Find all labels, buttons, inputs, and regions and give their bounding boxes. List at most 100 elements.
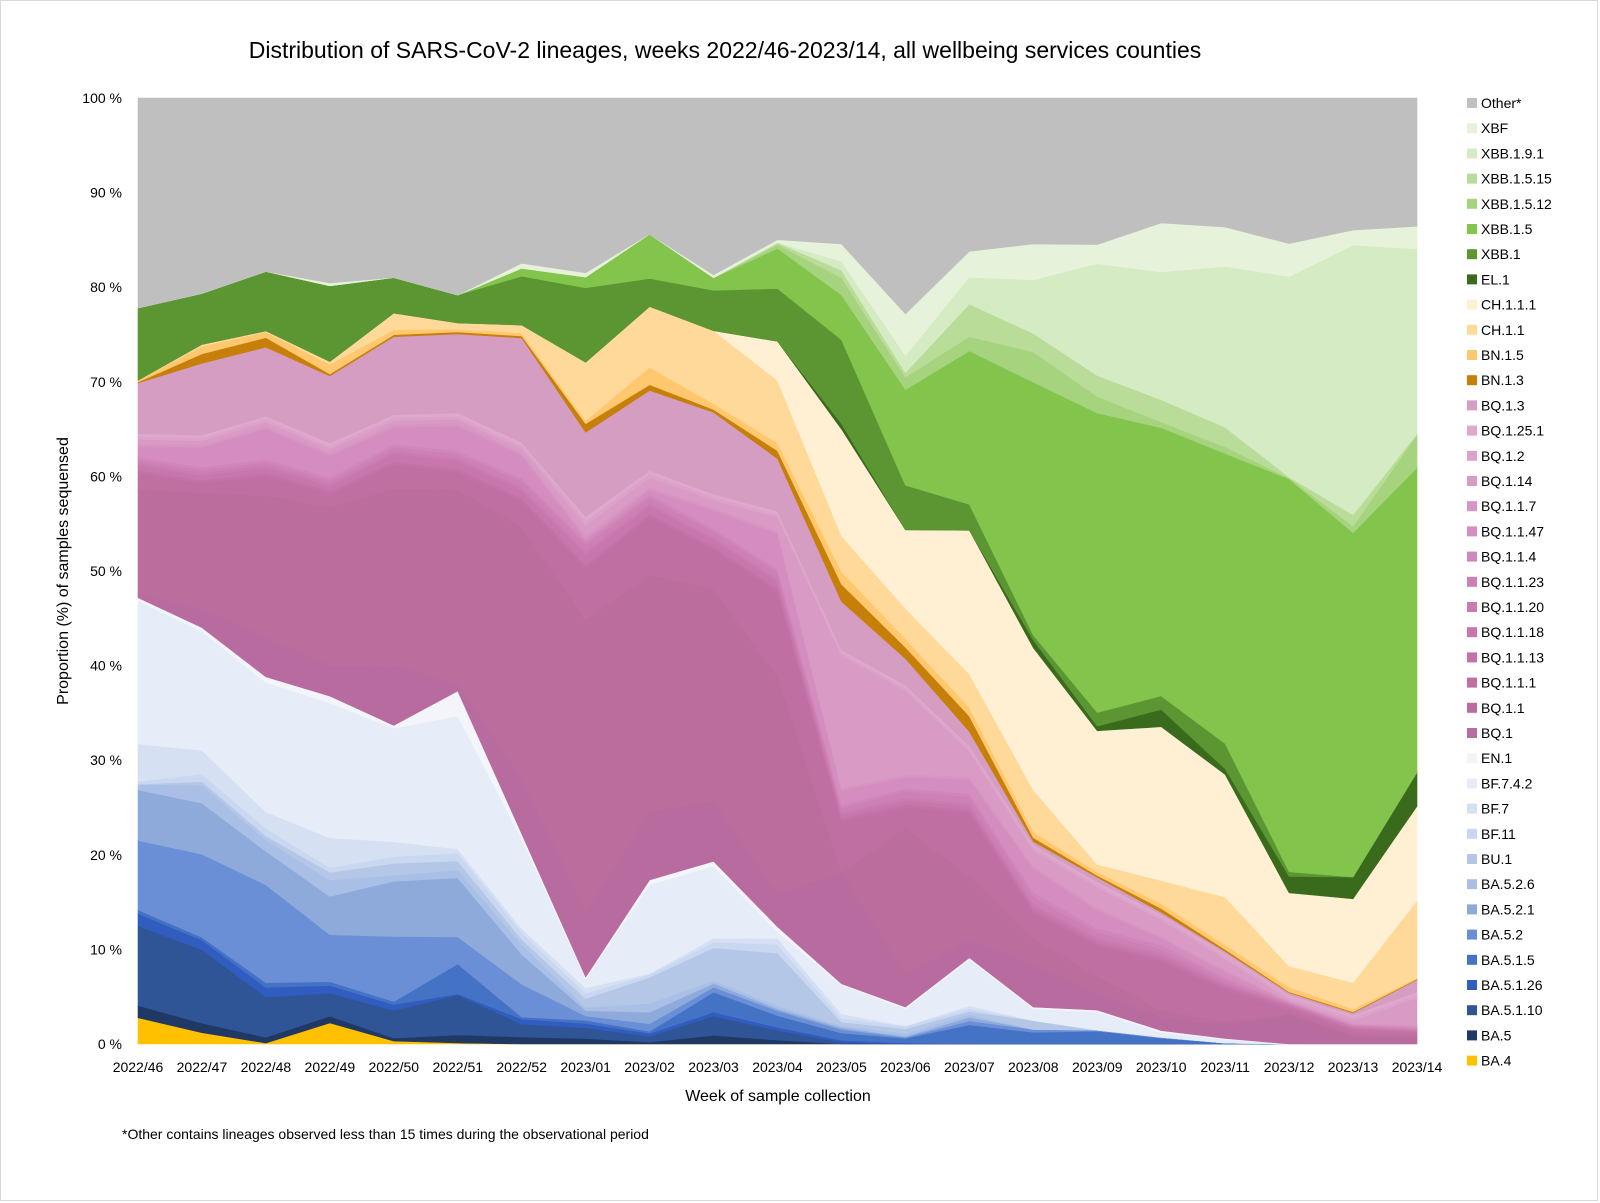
x-tick-label: 2023/05 <box>816 1059 867 1075</box>
legend-swatch-ba-5-2 <box>1467 929 1477 940</box>
legend-label-bq-1-1-20: BQ.1.1.20 <box>1481 599 1544 615</box>
x-tick-label: 2023/08 <box>1008 1059 1059 1075</box>
legend-label-ba-5: BA.5 <box>1481 1027 1512 1043</box>
legend-label-el-1: EL.1 <box>1481 271 1510 287</box>
x-tick-label: 2023/03 <box>688 1059 739 1075</box>
legend-swatch-xbb-1-9-1 <box>1467 148 1477 159</box>
legend-swatch-bq-1-3 <box>1467 400 1477 411</box>
legend-swatch-bq-1-1-4 <box>1467 551 1477 562</box>
x-tick-label: 2023/02 <box>624 1059 675 1075</box>
legend-label-ch-1-1: CH.1.1 <box>1481 322 1525 338</box>
legend-label-ba-5-2: BA.5.2 <box>1481 927 1523 943</box>
y-tick-label: 0 % <box>98 1036 122 1052</box>
legend-swatch-bq-1-25-1 <box>1467 425 1477 436</box>
legend-label-bf-7: BF.7 <box>1481 801 1509 817</box>
x-tick-label: 2023/04 <box>752 1059 803 1075</box>
legend-label-bf-11: BF.11 <box>1481 826 1516 842</box>
x-tick-label: 2022/50 <box>368 1059 419 1075</box>
legend: Other* XBF XBB.1.9.1 XBB.1.5.15 XBB.1.5.12 XB… <box>1467 95 1552 1069</box>
legend-swatch-xbb-1-5-12 <box>1467 198 1477 209</box>
y-tick-label: 60 % <box>90 468 122 484</box>
y-axis-title: Proportion (%) of samples sequensed <box>55 437 72 705</box>
legend-label-en-1: EN.1 <box>1481 750 1512 766</box>
legend-label-bq-1-25-1: BQ.1.25.1 <box>1481 423 1544 439</box>
legend-swatch-ba-5-1-26 <box>1467 980 1477 990</box>
y-tick-label: 30 % <box>90 752 122 768</box>
legend-swatch-xbb-1-5-15 <box>1467 173 1477 184</box>
legend-swatch-xbb-1-5 <box>1467 224 1477 234</box>
legend-label-bq-1-1-47: BQ.1.1.47 <box>1481 523 1544 539</box>
legend-label-ba-5-2-1: BA.5.2.1 <box>1481 901 1535 917</box>
legend-swatch-ba-5-2-1 <box>1467 904 1477 915</box>
x-tick-label: 2023/07 <box>944 1059 995 1075</box>
legend-swatch-bq-1-1-23 <box>1467 576 1477 587</box>
x-tick-label: 2023/10 <box>1136 1059 1187 1075</box>
x-tick-label: 2023/06 <box>880 1059 931 1075</box>
legend-label-bn-1-5: BN.1.5 <box>1481 347 1524 363</box>
legend-swatch-en-1 <box>1467 753 1477 764</box>
legend-label-bq-1-1-13: BQ.1.1.13 <box>1481 649 1544 665</box>
legend-swatch-bq-1-1 <box>1467 702 1477 713</box>
y-tick-label: 70 % <box>90 374 122 390</box>
legend-label-bn-1-3: BN.1.3 <box>1481 372 1524 388</box>
x-tick-label: 2022/52 <box>496 1059 547 1075</box>
x-tick-label: 2023/09 <box>1072 1059 1123 1075</box>
x-tick-label: 2022/51 <box>432 1059 483 1075</box>
legend-label-bu-1: BU.1 <box>1481 851 1512 867</box>
legend-label-xbb-1-5-15: XBB.1.5.15 <box>1481 171 1552 187</box>
area-other <box>137 97 1418 315</box>
legend-swatch-bf-7-4-2 <box>1467 778 1477 789</box>
legend-swatch-ba-5 <box>1467 1030 1477 1041</box>
legend-label-bq-1-1-18: BQ.1.1.18 <box>1481 624 1544 640</box>
legend-swatch-bf-7 <box>1467 803 1477 814</box>
y-tick-label: 50 % <box>90 563 122 579</box>
legend-swatch-bq-1 <box>1467 728 1477 738</box>
legend-swatch-other <box>1467 98 1477 108</box>
legend-swatch-bq-1-1-13 <box>1467 652 1477 663</box>
x-tick-label: 2022/48 <box>241 1059 292 1075</box>
y-tick-label: 80 % <box>90 279 122 295</box>
legend-label-xbb-1-5-12: XBB.1.5.12 <box>1481 196 1552 212</box>
legend-label-xbb-1-9-1: XBB.1.9.1 <box>1481 145 1544 161</box>
y-axis-ticks: 0 % 10 % 20 % 30 % 40 % 50 % 60 % 70 % 80 % 90 % 1… <box>82 90 122 1052</box>
legend-swatch-bq-1-2 <box>1467 450 1477 461</box>
stacked-areas <box>137 97 1418 1045</box>
legend-label-bq-1-1-1: BQ.1.1.1 <box>1481 675 1536 691</box>
legend-label-xbb-1-5: XBB.1.5 <box>1481 221 1533 237</box>
legend-label-bq-1-1-4: BQ.1.1.4 <box>1481 549 1536 565</box>
x-tick-label: 2022/46 <box>113 1059 164 1075</box>
legend-label-bq-1-1-7: BQ.1.1.7 <box>1481 498 1536 514</box>
legend-label-xbf: XBF <box>1481 120 1508 136</box>
legend-label-ba-5-1-5: BA.5.1.5 <box>1481 952 1535 968</box>
legend-label-other: Other* <box>1481 95 1522 111</box>
legend-swatch-bu-1 <box>1467 854 1477 864</box>
legend-label-bq-1: BQ.1 <box>1481 725 1513 741</box>
legend-swatch-xbb-1 <box>1467 249 1477 260</box>
y-tick-label: 10 % <box>90 941 122 957</box>
legend-swatch-bq-1-1-7 <box>1467 501 1477 512</box>
x-tick-label: 2023/12 <box>1264 1059 1315 1075</box>
x-axis-title: Week of sample collection <box>685 1088 871 1105</box>
x-tick-label: 2023/01 <box>560 1059 611 1075</box>
y-tick-label: 20 % <box>90 847 122 863</box>
legend-swatch-bq-1-1-20 <box>1467 602 1477 612</box>
legend-swatch-bn-1-5 <box>1467 350 1477 360</box>
legend-label-ba-5-1-10: BA.5.1.10 <box>1481 1002 1543 1018</box>
x-tick-label: 2023/14 <box>1392 1059 1443 1075</box>
y-tick-label: 100 % <box>82 90 122 106</box>
legend-label-bf-7-4-2: BF.7.4.2 <box>1481 775 1533 791</box>
legend-label-bq-1-2: BQ.1.2 <box>1481 448 1525 464</box>
legend-swatch-el-1 <box>1467 274 1477 285</box>
legend-swatch-ch-1-1-1 <box>1467 299 1477 310</box>
legend-label-xbb-1: XBB.1 <box>1481 246 1521 262</box>
y-tick-label: 90 % <box>90 185 122 201</box>
x-axis-ticks: 2022/46 2022/47 2022/48 2022/49 2022/50 2022/… <box>113 1059 1443 1075</box>
legend-swatch-bq-1-14 <box>1467 476 1477 486</box>
x-tick-label: 2023/13 <box>1328 1059 1379 1075</box>
legend-swatch-bn-1-3 <box>1467 375 1477 386</box>
y-tick-label: 40 % <box>90 658 122 674</box>
x-tick-label: 2022/47 <box>177 1059 228 1075</box>
legend-label-ba-5-2-6: BA.5.2.6 <box>1481 876 1535 892</box>
